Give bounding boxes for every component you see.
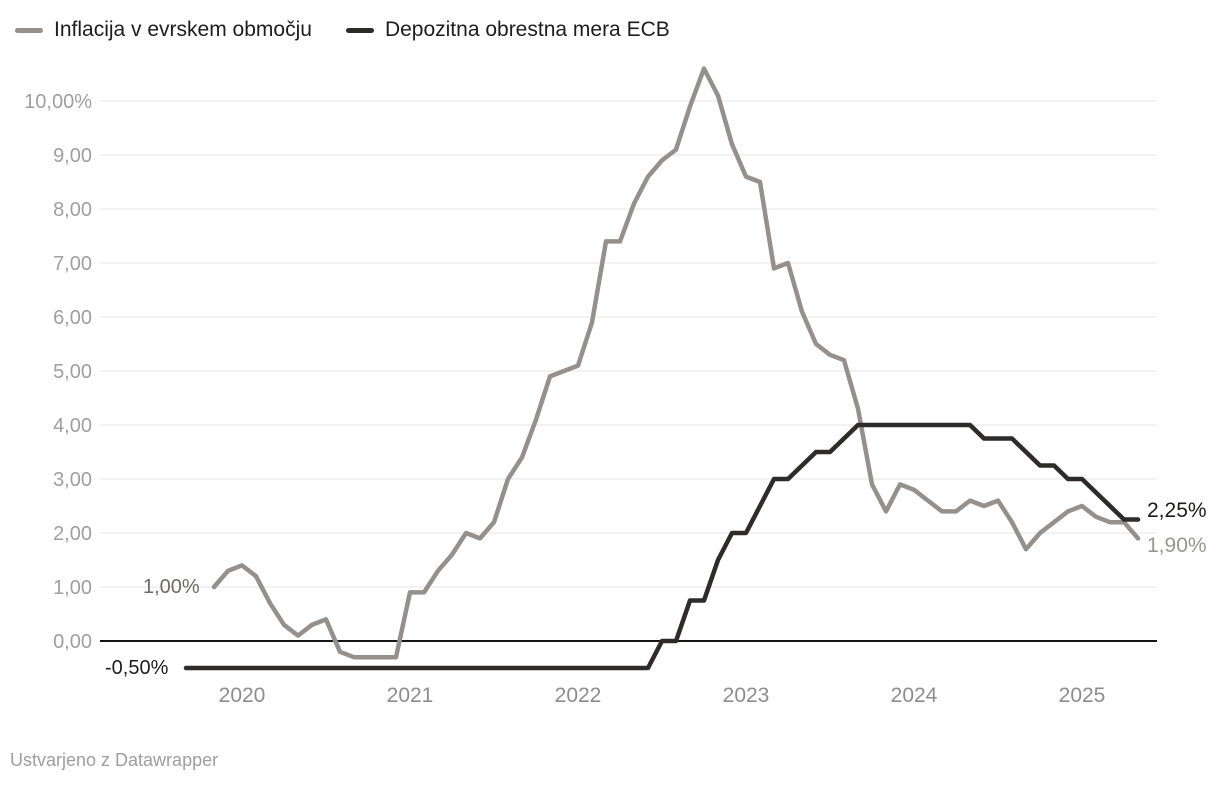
legend-item-inflation: Inflacija v evrskem območju: [15, 18, 312, 42]
y-tick-label: 2,00: [53, 523, 92, 545]
x-tick-label: 2023: [723, 684, 770, 707]
x-tick-label: 2020: [219, 684, 266, 707]
x-tick-label: 2025: [1059, 684, 1106, 707]
inflation-line: [211, 66, 1141, 660]
deposit-start-value-label: -0,50%: [105, 657, 169, 679]
inflation-end-value-label: 1,90%: [1147, 534, 1207, 557]
y-tick-label: 1,00: [53, 577, 92, 599]
legend: Inflacija v evrskem območju Depozitna ob…: [15, 18, 670, 42]
deposit-end-value-label: 2,25%: [1147, 499, 1207, 522]
y-tick-label: 4,00: [53, 415, 92, 437]
deposit-line-swatch-icon: [345, 27, 374, 33]
y-tick-label: 5,00: [53, 361, 92, 383]
x-tick-label: 2022: [555, 684, 602, 707]
inflation-start-value-label: 1,00%: [143, 576, 200, 598]
legend-item-deposit: Depozitna obrestna mera ECB: [345, 18, 670, 42]
y-tick-label: 0,00: [53, 631, 92, 653]
x-tick-label: 2024: [891, 684, 938, 707]
y-tick-label: 3,00: [53, 469, 92, 491]
inflation-line-swatch-icon: [15, 27, 43, 33]
deposit-line: [183, 422, 1141, 671]
y-tick-label: 9,00: [53, 145, 92, 167]
y-tick-label: 6,00: [53, 307, 92, 329]
y-tick-label: 7,00: [53, 253, 92, 275]
legend-label-inflation: Inflacija v evrskem območju: [54, 18, 312, 41]
datawrapper-attribution-link[interactable]: Ustvarjeno z Datawrapper: [10, 750, 219, 770]
legend-label-deposit: Depozitna obrestna mera ECB: [384, 18, 670, 41]
y-tick-label: 8,00: [53, 199, 92, 221]
y-tick-label: 10,00%: [24, 91, 92, 113]
x-tick-label: 2021: [387, 684, 434, 707]
